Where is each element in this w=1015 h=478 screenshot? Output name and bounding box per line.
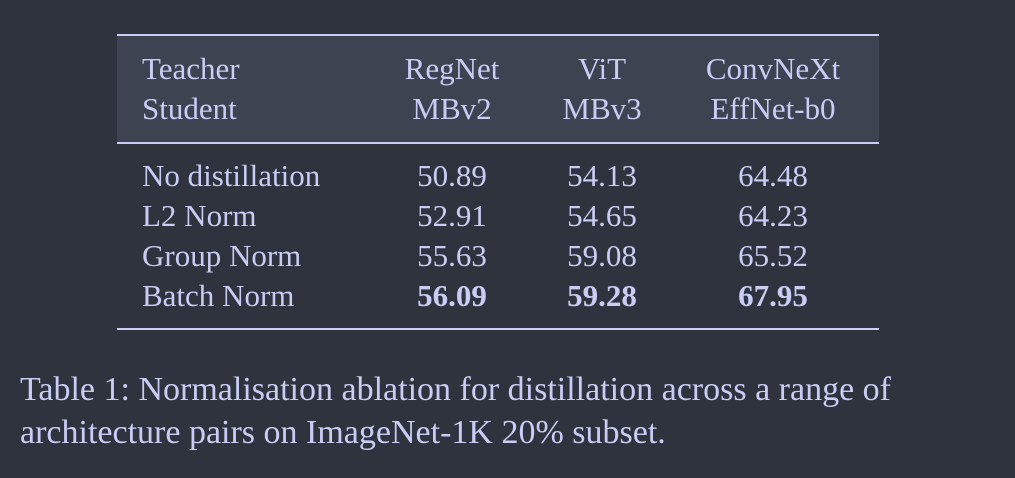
table-row: No distillation 50.89 54.13 64.48: [117, 143, 879, 196]
column-student: EffNet-b0: [710, 91, 836, 126]
table-cell: 55.63: [417, 238, 487, 273]
results-table: Teacher Student RegNet MBv2 ViT MBv3 Con…: [117, 34, 879, 330]
column-teacher: ViT: [577, 51, 627, 86]
teacher-label: Teacher: [142, 51, 240, 86]
best-result-cell: 67.95: [738, 278, 808, 313]
table-header: Teacher Student RegNet MBv2 ViT MBv3 Con…: [117, 35, 879, 143]
table-caption: Table 1: Normalisation ablation for dist…: [20, 371, 891, 451]
table-cell: 64.23: [738, 198, 808, 233]
table-body: No distillation 50.89 54.13 64.48 L2 Nor…: [117, 143, 879, 329]
row-label: L2 Norm: [142, 198, 257, 233]
best-result-cell: 56.09: [417, 278, 487, 313]
header-row-label: Teacher Student: [117, 35, 367, 143]
table-cell: 54.13: [567, 158, 637, 193]
table-cell: 65.52: [738, 238, 808, 273]
table-cell: 54.65: [567, 198, 637, 233]
table-row: Batch Norm 56.09 59.28 67.95: [117, 276, 879, 329]
column-header: ViT MBv3: [537, 35, 667, 143]
table-cell: 50.89: [417, 158, 487, 193]
column-teacher: ConvNeXt: [705, 51, 841, 86]
table-row: Group Norm 55.63 59.08 65.52: [117, 236, 879, 276]
column-teacher: RegNet: [404, 51, 500, 86]
column-header: RegNet MBv2: [367, 35, 537, 143]
column-student: MBv2: [412, 91, 492, 126]
table-row: L2 Norm 52.91 54.65 64.23: [117, 196, 879, 236]
column-student: MBv3: [562, 91, 642, 126]
student-label: Student: [142, 91, 237, 126]
table-cell: 52.91: [417, 198, 487, 233]
column-header: ConvNeXt EffNet-b0: [667, 35, 879, 143]
best-result-cell: 59.28: [567, 278, 637, 313]
row-label: Batch Norm: [142, 278, 295, 313]
table-cell: 59.08: [567, 238, 637, 273]
header-row: Teacher Student RegNet MBv2 ViT MBv3 Con…: [117, 35, 879, 143]
results-table-container: Teacher Student RegNet MBv2 ViT MBv3 Con…: [117, 34, 879, 330]
table-cell: 64.48: [738, 158, 808, 193]
row-label: No distillation: [142, 158, 321, 193]
row-label: Group Norm: [142, 238, 302, 273]
